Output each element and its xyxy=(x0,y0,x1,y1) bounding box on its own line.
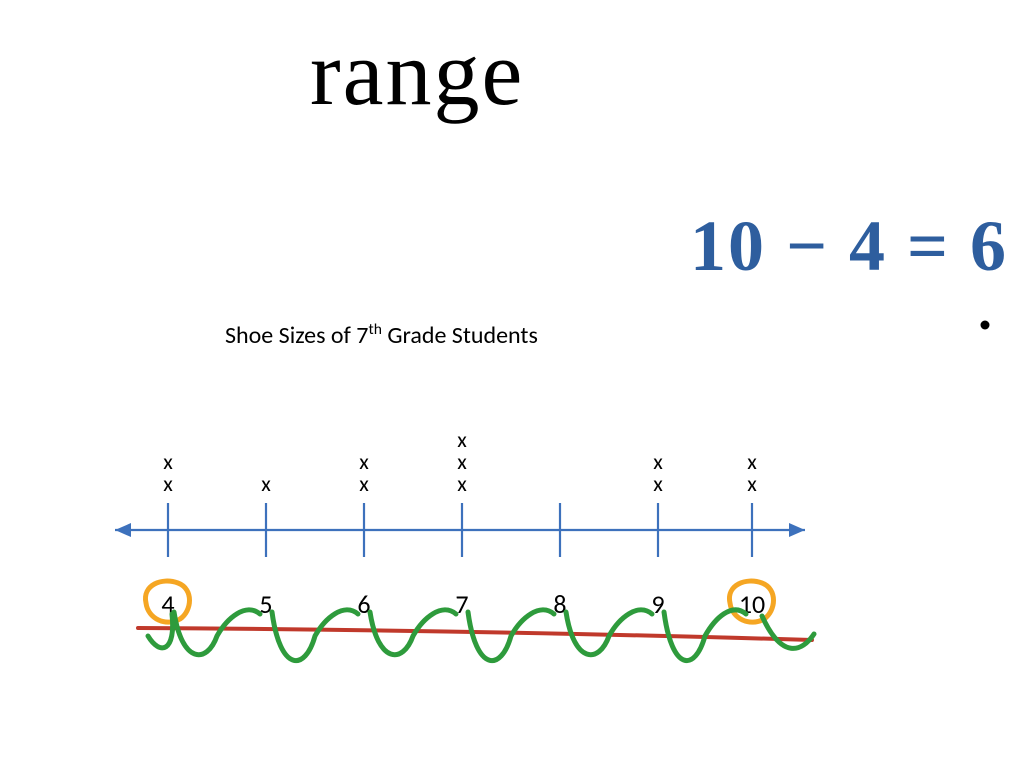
whiteboard-canvas: range 10 − 4 = 6 Shoe Sizes of 7th Grade… xyxy=(0,0,1024,768)
annotation-overlay xyxy=(0,0,1024,768)
